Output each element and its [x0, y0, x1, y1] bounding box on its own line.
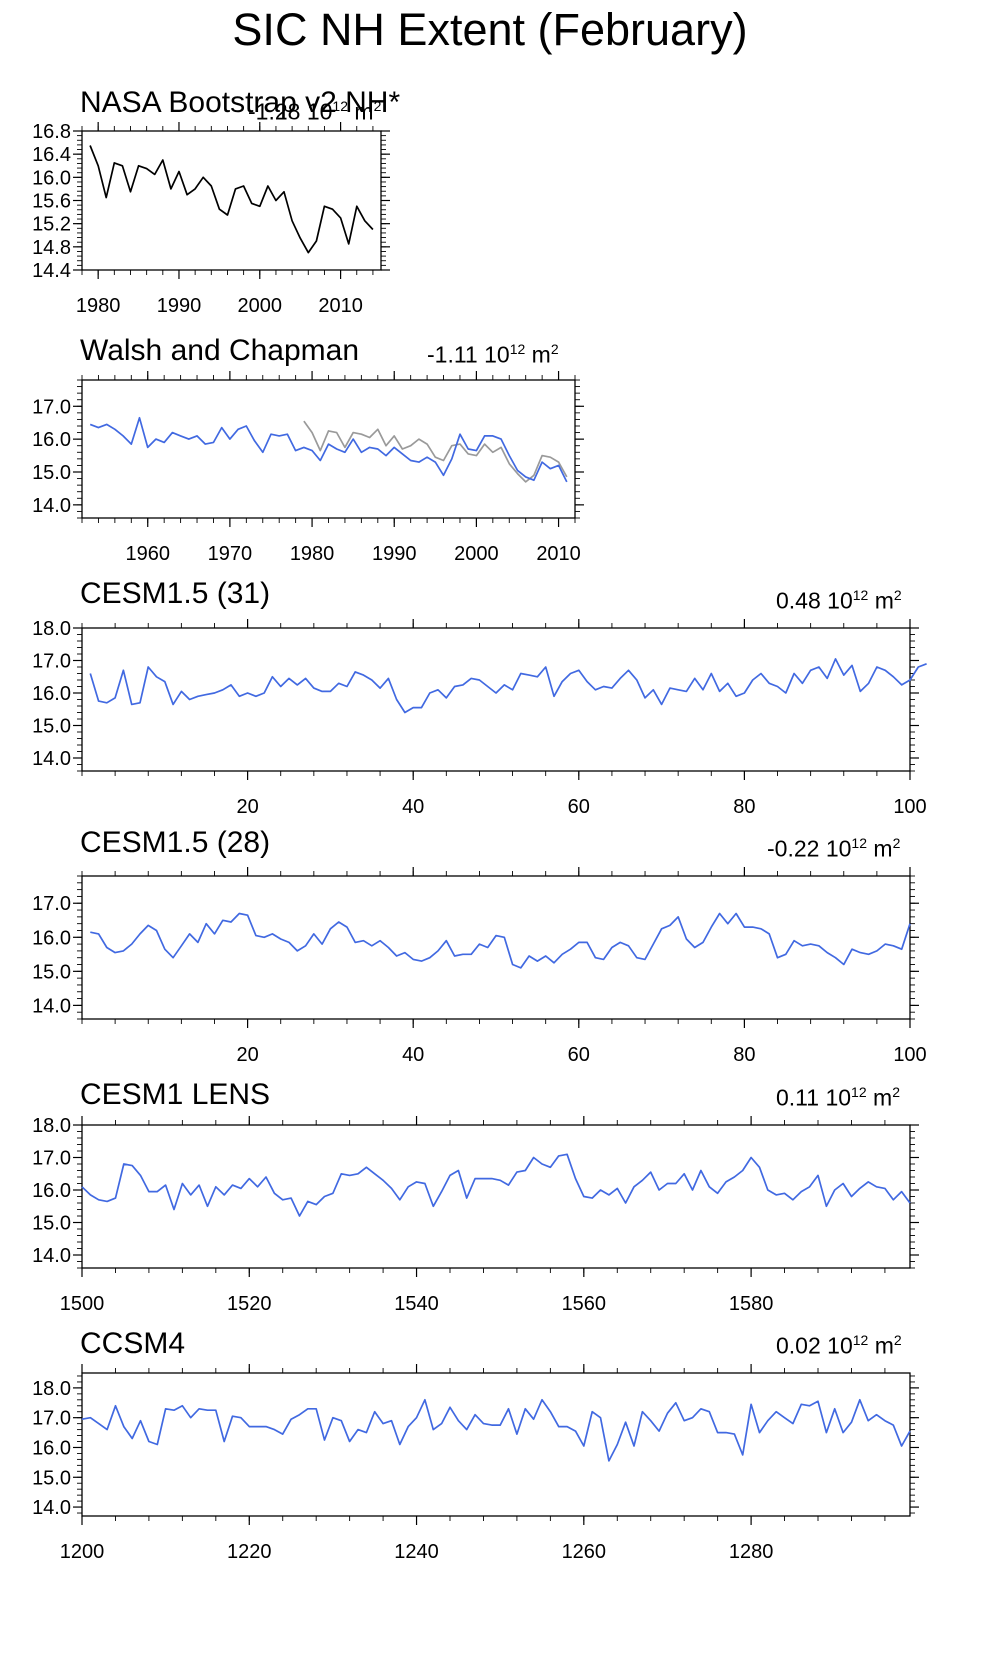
x-tick-label: 1960	[125, 543, 170, 565]
y-tick-label: 14.0	[32, 1245, 71, 1267]
panel-title-walsh: Walsh and Chapman	[80, 334, 360, 367]
x-tick-label: 1500	[60, 1293, 105, 1315]
trend-label-cesm1-lens: 0.11 1012 m2	[776, 1084, 900, 1111]
y-tick-label: 15.0	[32, 1467, 71, 1489]
series-line	[81, 1398, 911, 1462]
x-tick-label: 100	[893, 796, 926, 818]
x-tick-label: 2010	[318, 295, 363, 317]
x-tick-label: 2000	[238, 295, 283, 317]
y-tick-label: 17.0	[32, 651, 71, 673]
y-tick-label: 17.0	[32, 1148, 71, 1170]
y-tick-label: 16.0	[32, 927, 71, 949]
y-tick-label: 14.8	[32, 237, 71, 259]
y-tick-label: 15.0	[32, 1213, 71, 1235]
panel-title-ccsm4: CCSM4	[80, 1327, 186, 1360]
series-line	[89, 658, 927, 714]
x-tick-label: 1990	[157, 295, 202, 317]
x-tick-label: 1260	[562, 1541, 607, 1563]
trend-label-cesm15-28: -0.22 1012 m2	[767, 835, 901, 862]
series-line	[81, 1153, 911, 1217]
x-tick-label: 80	[733, 796, 755, 818]
x-tick-label: 1240	[394, 1541, 439, 1563]
trend-label-walsh: -1.11 1012 m2	[427, 341, 559, 368]
figure-title: SIC NH Extent (February)	[232, 4, 748, 55]
y-tick-label: 15.0	[32, 961, 71, 983]
y-tick-label: 18.0	[32, 618, 71, 640]
y-tick-label: 16.0	[32, 1437, 71, 1459]
panel-walsh: 14.0 15.0 16.0 17.0 1960 1970 1980 1990 2000 2010	[32, 371, 584, 565]
y-tick-label: 16.0	[32, 429, 71, 451]
panel-title-cesm15-31: CESM1.5 (31)	[80, 577, 271, 610]
y-tick-label: 14.4	[32, 260, 71, 282]
x-tick-label: 60	[568, 796, 590, 818]
y-tick-label: 16.0	[32, 167, 71, 189]
y-tick-label: 15.6	[32, 191, 71, 213]
x-tick-label: 2000	[454, 543, 499, 565]
panel-cesm15-31: 14.0 15.0 16.0 17.0 18.0 20 40 60 80 100	[32, 618, 927, 818]
plot-frame	[81, 875, 911, 1020]
x-tick-label: 1990	[372, 543, 417, 565]
y-tick-label: 17.0	[32, 893, 71, 915]
trend-label-cesm15-31: 0.48 1012 m2	[776, 587, 902, 614]
x-tick-label: 1980	[290, 543, 335, 565]
y-tick-label: 16.4	[32, 144, 71, 166]
y-tick-label: 18.0	[32, 1115, 71, 1137]
panel-title-cesm15-28: CESM1.5 (28)	[80, 826, 271, 859]
x-tick-label: 1970	[208, 543, 253, 565]
x-tick-label: 1280	[729, 1541, 774, 1563]
x-tick-label: 40	[402, 1044, 424, 1066]
x-tick-label: 1520	[227, 1293, 272, 1315]
x-tick-label: 80	[733, 1044, 755, 1066]
panel-cesm15-28: 14.0 15.0 16.0 17.0 20 40 60 80 100	[32, 867, 927, 1066]
y-tick-label: 14.0	[32, 995, 71, 1017]
y-tick-label: 16.0	[32, 683, 71, 705]
x-tick-label: 1540	[394, 1293, 439, 1315]
x-tick-label: 20	[236, 1044, 258, 1066]
x-tick-label: 60	[568, 1044, 590, 1066]
y-tick-label: 16.8	[32, 121, 71, 143]
y-tick-label: 18.0	[32, 1378, 71, 1400]
x-tick-label: 2010	[536, 543, 581, 565]
x-tick-label: 1560	[562, 1293, 607, 1315]
x-tick-label: 1200	[60, 1541, 105, 1563]
series-line	[90, 912, 911, 969]
x-tick-label: 40	[402, 796, 424, 818]
panel-ccsm4: 14.0 15.0 16.0 17.0 18.0 1200 1220 1240 1260 1280	[32, 1364, 919, 1563]
trend-label-nasa: -1.28 1012 m2	[248, 98, 382, 125]
y-tick-label: 14.0	[32, 1497, 71, 1519]
x-tick-label: 1220	[227, 1541, 272, 1563]
y-tick-label: 15.2	[32, 214, 71, 236]
y-tick-label: 14.0	[32, 748, 71, 770]
y-tick-label: 15.0	[32, 462, 71, 484]
plot-frame	[81, 1124, 911, 1269]
y-tick-label: 16.0	[32, 1180, 71, 1202]
x-tick-label: 20	[236, 796, 258, 818]
panel-title-cesm1-lens: CESM1 LENS	[80, 1078, 271, 1111]
y-tick-label: 17.0	[32, 396, 71, 418]
series-line	[89, 416, 568, 483]
plot-frame	[81, 627, 911, 772]
panel-nasa: 14.414.815.215.616.016.416.8 1980 1990 2000…	[32, 121, 390, 317]
y-tick-label: 15.0	[32, 716, 71, 738]
trend-label-ccsm4: 0.02 1012 m2	[776, 1332, 902, 1359]
y-tick-label: 17.0	[32, 1408, 71, 1430]
series-line	[89, 145, 374, 254]
plot-frame	[81, 1372, 911, 1517]
y-tick-label: 14.0	[32, 495, 71, 517]
panel-cesm1-lens: 14.0 15.0 16.0 17.0 18.0 1500 1520 1540 1560 1580	[32, 1115, 919, 1315]
series-line	[303, 420, 568, 483]
x-tick-label: 1580	[729, 1293, 774, 1315]
panel-title-nasa: NASA Bootstrap v2 NH*	[80, 86, 401, 119]
x-tick-label: 100	[893, 1044, 926, 1066]
x-tick-label: 1980	[76, 295, 121, 317]
